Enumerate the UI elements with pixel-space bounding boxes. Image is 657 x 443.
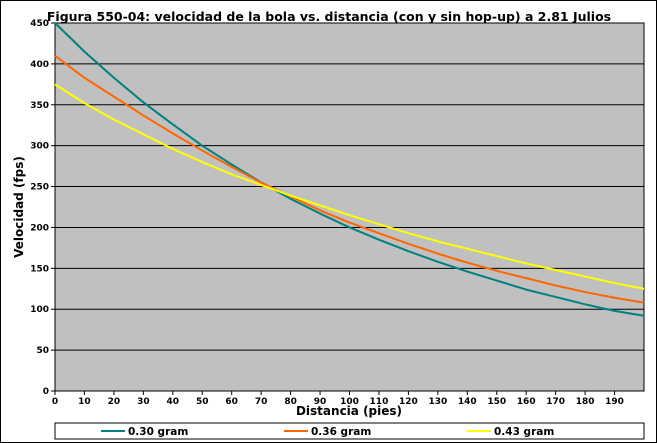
- x-tick-label: 20: [108, 397, 121, 407]
- x-tick-label: 80: [284, 397, 297, 407]
- y-tick-label: 200: [30, 223, 49, 233]
- y-tick-label: 100: [30, 305, 49, 315]
- legend-label-3: 0.43 gram: [494, 426, 554, 438]
- x-tick-label: 90: [314, 397, 327, 407]
- x-tick-label: 50: [196, 397, 209, 407]
- legend-label-1: 0.30 gram: [128, 426, 188, 438]
- series-line-3: [54, 83, 645, 290]
- y-tick-label: 300: [30, 142, 49, 152]
- y-axis-title: Velocidad (fps): [12, 156, 26, 258]
- x-tick-label: 180: [576, 397, 595, 407]
- x-axis-title: Distancia (pies): [296, 404, 402, 418]
- x-tick-label: 100: [340, 397, 359, 407]
- x-tick-label: 170: [546, 397, 565, 407]
- series-lines: [54, 22, 645, 317]
- y-tick-label: 50: [36, 346, 49, 356]
- x-tick-label: 130: [428, 397, 447, 407]
- legend: 0.30 gram 0.36 gram 0.43 gram: [101, 426, 554, 438]
- legend-box: [54, 422, 645, 440]
- y-tick-label: 250: [30, 183, 49, 193]
- plot-area: [54, 22, 645, 392]
- chart-title: Figura 550-04: velocidad de la bola vs. …: [47, 9, 611, 24]
- x-tick-label: 40: [167, 397, 180, 407]
- x-tick-label: 120: [399, 397, 418, 407]
- legend-label-2: 0.36 gram: [311, 426, 371, 438]
- grid-lines: [55, 63, 644, 351]
- x-tick-label: 10: [78, 397, 91, 407]
- y-tick-label: 150: [30, 264, 49, 274]
- x-tick-label: 30: [137, 397, 150, 407]
- x-tick-label: 0: [52, 397, 58, 407]
- y-axis-ticks: 0 50 100 150 200 250 300 350 400 450: [30, 19, 55, 397]
- x-tick-label: 150: [487, 397, 506, 407]
- series-line-1: [54, 22, 645, 317]
- x-tick-label: 140: [458, 397, 477, 407]
- y-tick-label: 400: [30, 60, 49, 70]
- x-tick-label: 190: [605, 397, 624, 407]
- x-tick-label: 60: [225, 397, 238, 407]
- x-tick-label: 110: [370, 397, 389, 407]
- x-tick-label: 160: [517, 397, 536, 407]
- x-axis-ticks: 0 10 20 30 40 50 60 70 80 90 100 110 120 130 140 150 160…: [52, 391, 624, 407]
- x-tick-label: 70: [255, 397, 268, 407]
- series-line-2: [54, 54, 645, 304]
- y-tick-label: 450: [30, 19, 49, 29]
- y-tick-label: 350: [30, 101, 49, 111]
- y-tick-label: 0: [43, 387, 49, 397]
